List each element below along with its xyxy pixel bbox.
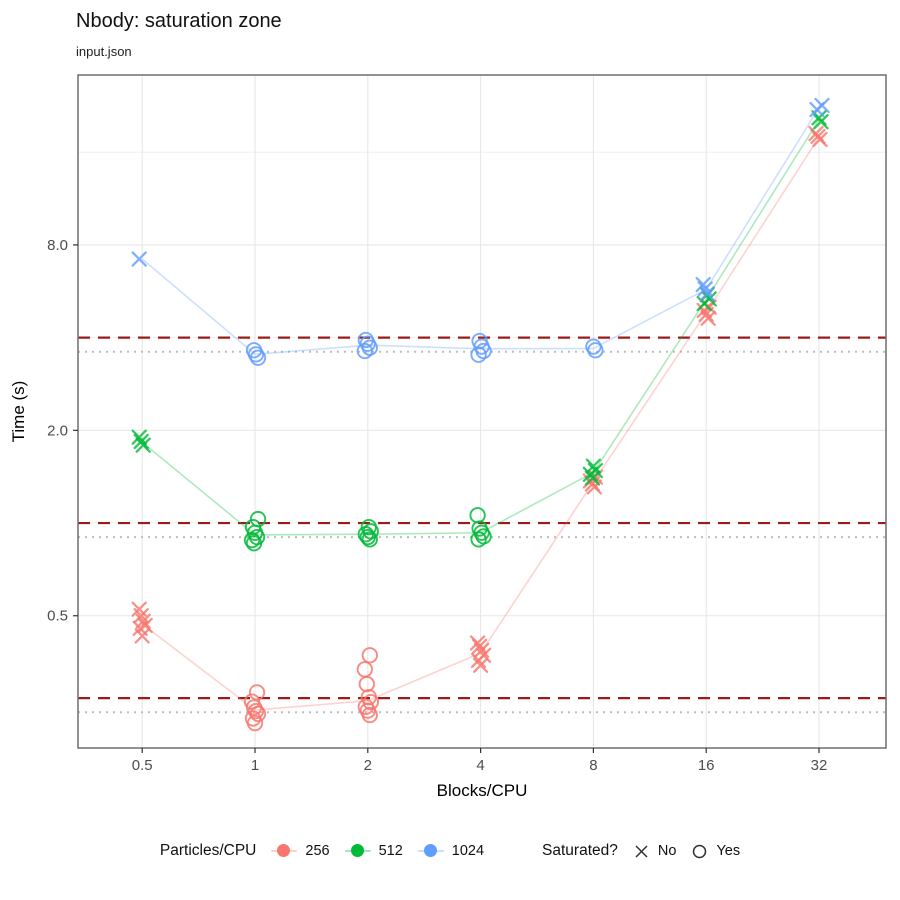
legend-entry-256: 256 xyxy=(271,843,330,859)
legend: Particles/CPU 256 512 1024 Saturated? No xyxy=(0,842,900,860)
reference-lines xyxy=(78,336,886,714)
point-circle xyxy=(243,531,261,549)
x-axis-title: Blocks/CPU xyxy=(437,781,528,800)
legend-entry-512: 512 xyxy=(344,843,403,859)
point-x xyxy=(700,310,716,327)
point-circle xyxy=(245,535,263,552)
y-axis-title: Time (s) xyxy=(9,381,28,443)
point-x xyxy=(696,302,712,319)
point-x xyxy=(471,638,488,654)
point-x xyxy=(135,437,151,453)
legend-entry-label: 256 xyxy=(305,843,330,859)
y-tick-label: 8.0 xyxy=(47,237,68,254)
point-x xyxy=(695,276,711,293)
panel-border xyxy=(77,74,887,749)
point-x xyxy=(585,458,602,474)
point-x xyxy=(809,101,825,118)
point-circle xyxy=(361,706,378,724)
x-tick-label: 1 xyxy=(251,757,259,774)
point-x xyxy=(696,295,712,312)
point-x xyxy=(813,114,829,130)
x-tick-label: 32 xyxy=(811,757,828,774)
legend-entry-label: Yes xyxy=(716,843,741,859)
point-line-key-icon xyxy=(344,843,371,859)
point-circle xyxy=(357,526,374,543)
x-tick-label: 8 xyxy=(589,757,597,774)
x-tick-label: 0.5 xyxy=(132,757,153,774)
legend-entry-not-saturated: No xyxy=(633,843,677,860)
point-circle xyxy=(361,647,378,664)
point-line-key-icon xyxy=(271,843,298,859)
point-circle xyxy=(359,528,376,546)
point-circle xyxy=(470,531,487,548)
chart-subtitle: input.json xyxy=(76,44,132,59)
x-marker-icon xyxy=(635,844,648,858)
x-tick-label: 16 xyxy=(698,757,715,774)
point-x xyxy=(584,470,601,486)
legend-color-title: Particles/CPU xyxy=(159,842,257,859)
point-circle xyxy=(470,346,487,363)
point-circle xyxy=(475,342,492,360)
legend-entry-label: 1024 xyxy=(451,843,485,859)
plot-canvas: 0.5 1 2 4 8 16 32 0.5 2.0 8.0 Blocks/CPU Time (s) xyxy=(9,74,887,800)
point-x xyxy=(131,429,147,445)
point-x xyxy=(470,652,487,669)
chart-title: Nbody: saturation zone xyxy=(76,10,282,32)
point-x xyxy=(699,286,715,302)
point-x xyxy=(697,281,713,297)
legend-entry-saturated: Yes xyxy=(691,843,740,860)
point-circle xyxy=(249,705,267,723)
point-circle xyxy=(587,342,604,359)
y-tick-label: 2.0 xyxy=(47,422,68,439)
point-circle xyxy=(361,531,378,548)
legend-entry-label: No xyxy=(657,843,677,859)
point-x xyxy=(586,479,603,495)
point-circle xyxy=(247,703,265,720)
point-x xyxy=(472,657,489,674)
x-tick-label: 2 xyxy=(364,757,372,774)
point-x xyxy=(582,466,599,482)
point-circle xyxy=(356,342,373,360)
point-circle xyxy=(247,346,265,363)
point-x xyxy=(133,433,149,450)
legend-entry-1024: 1024 xyxy=(417,843,485,859)
legend-shape-title: Saturated? xyxy=(542,842,618,859)
point-x xyxy=(134,628,150,644)
point-circle xyxy=(246,714,264,732)
point-circle xyxy=(358,675,375,693)
circle-marker-icon xyxy=(693,844,707,858)
point-circle xyxy=(249,349,267,366)
axes: 0.5 1 2 4 8 16 32 0.5 2.0 8.0 Blocks/CPU Time (s) xyxy=(9,237,827,800)
point-x xyxy=(812,131,828,148)
y-tick-label: 0.5 xyxy=(47,608,68,625)
point-circle xyxy=(356,661,373,678)
point-circle xyxy=(248,684,266,701)
point-circle xyxy=(362,694,379,711)
legend-entry-label: 512 xyxy=(378,843,403,859)
point-x xyxy=(131,251,147,267)
point-circle xyxy=(469,507,486,524)
series-points-1024 xyxy=(131,97,830,366)
point-line-key-icon xyxy=(417,843,444,859)
series-points-256 xyxy=(131,125,828,732)
x-tick-label: 4 xyxy=(476,757,484,774)
